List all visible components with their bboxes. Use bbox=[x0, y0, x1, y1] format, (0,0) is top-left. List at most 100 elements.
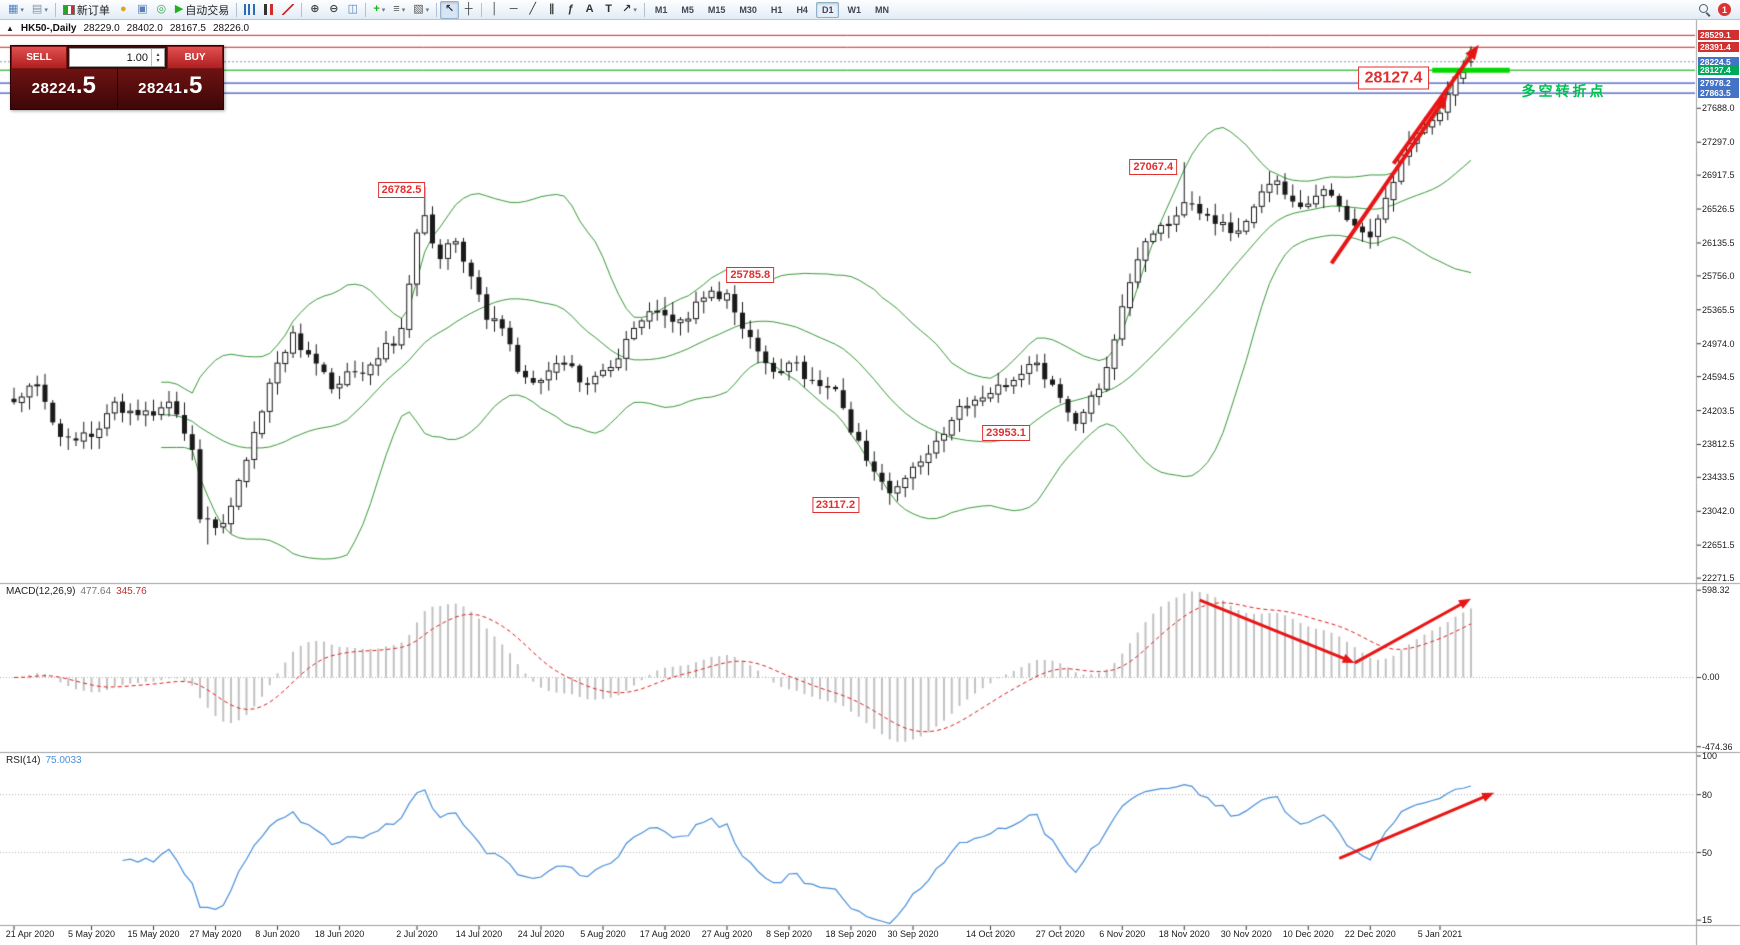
price-annotation-big[interactable]: 28127.4 bbox=[1357, 66, 1430, 90]
price-annotation[interactable]: 27067.4 bbox=[1129, 159, 1178, 176]
templates-button[interactable]: ▧ ▾ bbox=[409, 1, 433, 19]
periods-button-dropdown-icon[interactable]: ▾ bbox=[401, 6, 406, 14]
new-order-button[interactable]: 新订单 bbox=[59, 1, 114, 19]
spin-down-icon[interactable]: ▾ bbox=[156, 57, 160, 64]
print-button[interactable]: ▣ bbox=[133, 1, 152, 19]
toolbar-separator bbox=[365, 2, 367, 17]
templates-button-dropdown-icon[interactable]: ▾ bbox=[425, 6, 430, 14]
candlestick-chart-button[interactable] bbox=[259, 1, 278, 19]
date-axis-label: 22 Dec 2020 bbox=[1344, 929, 1396, 939]
price-tag: 27978.2 bbox=[1698, 78, 1739, 89]
text-button[interactable]: A bbox=[580, 1, 599, 19]
date-axis-label: 14 Oct 2020 bbox=[965, 929, 1016, 939]
volume-stepper[interactable]: 1.00 ▴ ▾ bbox=[69, 48, 165, 67]
toolbar-separator bbox=[481, 2, 483, 17]
rsi-axis-label: 50 bbox=[1702, 847, 1713, 858]
fibonacci-button[interactable]: ƒ bbox=[561, 1, 580, 19]
periods-button[interactable]: ≡ ▾ bbox=[389, 1, 409, 19]
cursor-icon: ↖ bbox=[445, 3, 455, 15]
date-axis-label: 18 Jun 2020 bbox=[314, 929, 365, 939]
volume-spinner[interactable]: ▴ ▾ bbox=[151, 49, 164, 66]
price-tag: 27863.5 bbox=[1698, 88, 1739, 99]
community-button[interactable]: ◎ bbox=[152, 1, 171, 19]
chart-symbol-title: HK50-,Daily bbox=[20, 23, 77, 34]
buy-button[interactable]: BUY bbox=[167, 46, 223, 69]
arrows-button-dropdown-icon[interactable]: ▾ bbox=[633, 6, 637, 14]
tile-windows-button[interactable]: ◫ bbox=[343, 1, 362, 19]
autotrading-button-label: 自动交易 bbox=[185, 4, 230, 17]
chart-close-value: 28226.0 bbox=[212, 23, 250, 34]
vertical-line-button[interactable]: │ bbox=[485, 1, 504, 19]
vertical-line-icon: │ bbox=[491, 3, 499, 15]
bar-chart-button[interactable] bbox=[240, 1, 259, 19]
timeframe-m1-button[interactable]: M1 bbox=[654, 4, 668, 15]
spin-up-icon[interactable]: ▴ bbox=[156, 51, 160, 58]
timeframe-h4-button[interactable]: H4 bbox=[796, 4, 808, 15]
timeframe-d1-button[interactable]: D1 bbox=[815, 1, 840, 18]
trendline-button[interactable]: ╱ bbox=[523, 1, 542, 19]
profiles-button[interactable]: ▤ ▾ bbox=[28, 1, 52, 19]
toolbar-separator bbox=[54, 2, 56, 17]
crosshair-button[interactable]: ┼ bbox=[459, 1, 478, 19]
timeframe-m5-button[interactable]: M5 bbox=[681, 4, 694, 15]
autotrading-button[interactable]: ▶ 自动交易 bbox=[171, 1, 233, 19]
cursor-button[interactable]: ↖ bbox=[440, 0, 460, 19]
turning-point-text[interactable]: 多空转折点 bbox=[1521, 82, 1607, 99]
price-annotation[interactable]: 25785.8 bbox=[726, 266, 775, 283]
collapse-trade-panel-icon[interactable]: ▲ bbox=[6, 24, 14, 33]
channel-icon: ∥ bbox=[548, 3, 555, 15]
timeframe-m30-button[interactable]: M30 bbox=[739, 4, 757, 15]
price-tag: 28224.5 bbox=[1698, 56, 1739, 67]
timeframe-w1-button[interactable]: W1 bbox=[847, 4, 861, 15]
sell-button[interactable]: SELL bbox=[11, 46, 67, 69]
macd-name: MACD(12,26,9) bbox=[6, 586, 76, 597]
new-chart-button-dropdown-icon[interactable]: ▾ bbox=[20, 6, 24, 14]
channel-button[interactable]: ∥ bbox=[542, 1, 561, 19]
buy-price-main: 28241 bbox=[138, 80, 183, 97]
timeframe-h1-button[interactable]: H1 bbox=[770, 4, 783, 15]
date-axis-label: 30 Sep 2020 bbox=[887, 929, 939, 939]
sell-price[interactable]: 28224 .5 bbox=[11, 69, 117, 109]
buy-price[interactable]: 28241 .5 bbox=[117, 69, 223, 109]
candlestick-chart-icon bbox=[263, 4, 275, 15]
label-icon: T bbox=[605, 3, 612, 15]
price-annotation[interactable]: 23117.2 bbox=[811, 496, 860, 513]
chart-low-value: 28167.5 bbox=[169, 23, 206, 34]
date-axis-label: 17 Aug 2020 bbox=[639, 929, 691, 939]
rsi-axis-label: 15 bbox=[1702, 915, 1713, 926]
price-axis-label: 26917.5 bbox=[1702, 170, 1735, 181]
timeframe-mn-button[interactable]: MN bbox=[874, 4, 889, 15]
zoom-out-button[interactable]: ⊖ bbox=[324, 1, 343, 19]
horizontal-line-button[interactable]: ─ bbox=[504, 1, 523, 19]
price-annotation[interactable]: 23953.1 bbox=[982, 424, 1030, 441]
date-axis-label: 5 Jan 2021 bbox=[1417, 929, 1463, 939]
price-axis-label: 23433.5 bbox=[1702, 472, 1735, 483]
price-annotation[interactable]: 26782.5 bbox=[377, 181, 426, 198]
arrows-button[interactable]: ↗ ▾ bbox=[618, 1, 641, 19]
zoom-in-button[interactable]: ⊕ bbox=[305, 1, 324, 19]
rsi-axis-label: 100 bbox=[1702, 751, 1718, 761]
search-icon[interactable] bbox=[1698, 3, 1711, 16]
panel-separator[interactable] bbox=[0, 751, 1740, 755]
indicators-button-dropdown-icon[interactable]: ▾ bbox=[381, 6, 386, 14]
scripts-icon: ● bbox=[120, 3, 127, 15]
profiles-button-dropdown-icon[interactable]: ▾ bbox=[44, 6, 48, 14]
panel-separator[interactable] bbox=[0, 582, 1740, 586]
scripts-button[interactable]: ● bbox=[114, 1, 133, 19]
rsi-indicator-label: RSI(14) 75.0033 bbox=[6, 755, 82, 766]
print-icon: ▣ bbox=[137, 3, 148, 15]
indicators-button[interactable]: + ▾ bbox=[369, 1, 389, 19]
price-axis-label: 24594.5 bbox=[1702, 371, 1735, 382]
volume-value[interactable]: 1.00 bbox=[126, 51, 148, 64]
timeframe-m15-button[interactable]: M15 bbox=[707, 4, 726, 15]
tile-windows-icon: ◫ bbox=[347, 3, 359, 15]
price-tag: 28529.1 bbox=[1698, 30, 1739, 41]
macd-axis-label: -474.36 bbox=[1702, 741, 1733, 752]
label-button[interactable]: T bbox=[599, 1, 618, 19]
notification-badge[interactable]: 1 bbox=[1718, 3, 1731, 16]
price-axis-label: 24203.5 bbox=[1702, 405, 1735, 416]
new-chart-button[interactable]: ▦ ▾ bbox=[4, 1, 28, 19]
date-axis-label: 8 Sep 2020 bbox=[765, 929, 813, 939]
line-chart-button[interactable] bbox=[278, 1, 298, 19]
